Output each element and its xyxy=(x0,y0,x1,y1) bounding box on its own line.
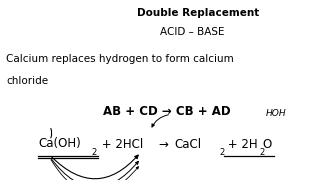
Text: ACID – BASE: ACID – BASE xyxy=(160,27,224,37)
Text: 2: 2 xyxy=(91,148,96,157)
Text: AB + CD → CB + AD: AB + CD → CB + AD xyxy=(103,105,230,118)
Text: →: → xyxy=(158,138,168,150)
Text: Ca(OH): Ca(OH) xyxy=(38,138,81,150)
Text: 2: 2 xyxy=(219,148,224,157)
Text: Calcium replaces hydrogen to form calcium: Calcium replaces hydrogen to form calciu… xyxy=(6,54,234,64)
Text: + 2H: + 2H xyxy=(224,138,258,150)
Text: 2: 2 xyxy=(259,148,264,157)
Text: + 2HCl: + 2HCl xyxy=(98,138,143,150)
Text: O: O xyxy=(262,138,272,150)
Text: CaCl: CaCl xyxy=(174,138,202,150)
Text: Double Replacement: Double Replacement xyxy=(137,8,260,18)
Text: chloride: chloride xyxy=(6,76,49,86)
Text: HOH: HOH xyxy=(266,109,286,118)
